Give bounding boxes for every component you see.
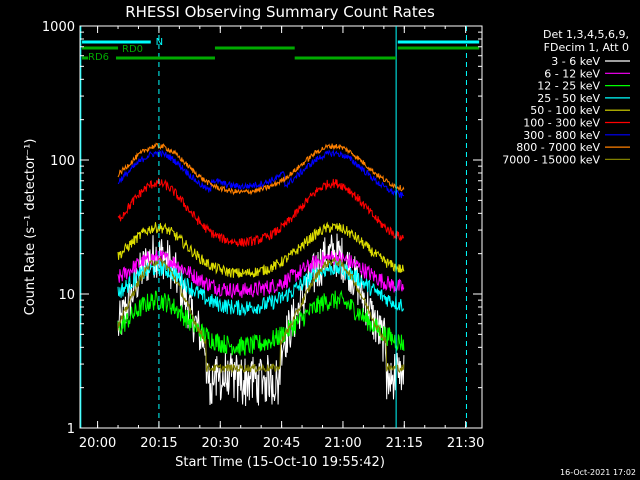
legend-label: 6 - 12 keV bbox=[544, 67, 600, 80]
x-tick-label: 20:45 bbox=[263, 436, 300, 451]
flag-label: N bbox=[156, 37, 163, 48]
legend-label: 300 - 800 keV bbox=[523, 129, 600, 142]
legend-header: FDecim 1, Att 0 bbox=[544, 41, 629, 54]
y-tick-label: 100 bbox=[50, 154, 75, 169]
legend-header: Det 1,3,4,5,6,9, bbox=[543, 28, 629, 41]
chart-title: RHESSI Observing Summary Count Rates bbox=[125, 3, 435, 21]
flag-label: RD6 bbox=[88, 52, 109, 63]
x-axis-label: Start Time (15-Oct-10 19:55:42) bbox=[175, 455, 385, 470]
legend-label: 12 - 25 keV bbox=[537, 80, 600, 93]
footer-timestamp: 16-Oct-2021 17:02 bbox=[560, 468, 636, 477]
series-line-9 bbox=[117, 257, 405, 374]
series-line-3 bbox=[117, 289, 405, 356]
series-line-7 bbox=[117, 149, 405, 199]
series-line-2 bbox=[117, 249, 405, 299]
axis-ticks: 20:00 20:15 20:30 20:45 21:00 21:15 21:30 1 10 10… bbox=[42, 20, 484, 451]
plot-border bbox=[79, 25, 483, 429]
series-line-5 bbox=[117, 221, 405, 279]
x-tick-label: 21:00 bbox=[324, 436, 361, 451]
y-tick-label: 1000 bbox=[42, 20, 75, 35]
series-line-6 bbox=[117, 177, 405, 248]
legend-label: 800 - 7000 keV bbox=[516, 141, 600, 154]
y-tick-label: 1 bbox=[67, 422, 75, 437]
legend-label: 7000 - 15000 keV bbox=[502, 153, 600, 166]
legend-label: 25 - 50 keV bbox=[537, 92, 600, 105]
series-group bbox=[117, 142, 405, 407]
x-tick-label: 21:15 bbox=[386, 436, 423, 451]
x-tick-label: 20:15 bbox=[140, 436, 177, 451]
y-axis-label: Count Rate (s⁻¹ detector⁻¹) bbox=[23, 139, 38, 316]
legend: Det 1,3,4,5,6,9,FDecim 1, Att 03 - 6 keV… bbox=[502, 28, 630, 166]
y-tick-label: 10 bbox=[58, 288, 75, 303]
legend-label: 100 - 300 keV bbox=[523, 117, 600, 130]
x-tick-label: 20:00 bbox=[79, 436, 116, 451]
plot-frame bbox=[79, 25, 483, 429]
flag-label: RD0 bbox=[122, 44, 143, 55]
series-line-4 bbox=[117, 260, 404, 317]
overlays: N RD0 RD6 bbox=[80, 26, 480, 428]
x-tick-label: 20:30 bbox=[202, 436, 239, 451]
legend-label: 50 - 100 keV bbox=[530, 104, 600, 117]
legend-label: 3 - 6 keV bbox=[551, 55, 600, 68]
x-tick-label: 21:30 bbox=[447, 436, 484, 451]
series-line-8 bbox=[117, 142, 405, 196]
